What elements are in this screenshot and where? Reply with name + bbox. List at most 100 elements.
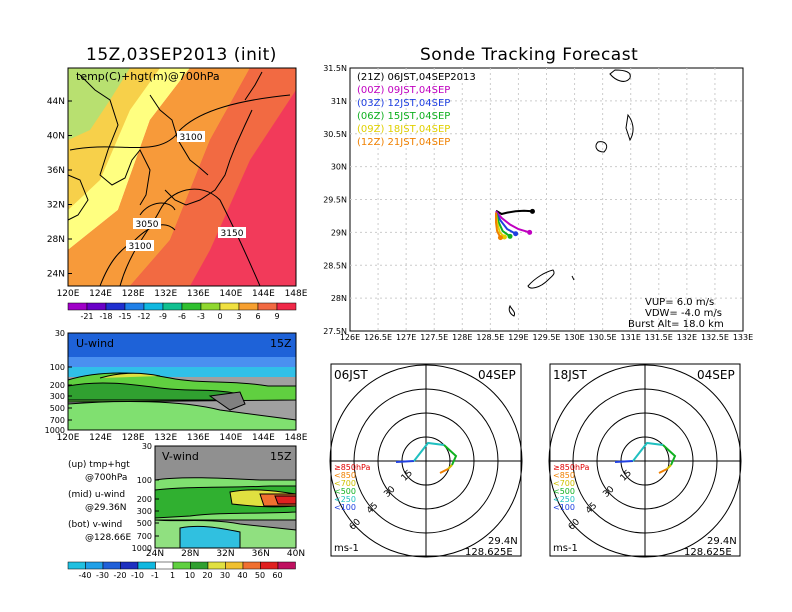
colorbar-label: -1: [151, 571, 159, 580]
x-tick-label: 132E: [677, 333, 697, 342]
pressure-label: <250: [334, 495, 356, 504]
y-tick-label: 700: [137, 532, 152, 541]
x-tick-label: 140E: [219, 433, 242, 443]
y-tick-label: 200: [50, 381, 65, 390]
colorbar-label: -40: [78, 571, 91, 580]
hodo-trace: [662, 444, 677, 466]
y-tick-label: 100: [50, 363, 65, 372]
note-mid-sub: @29.36N: [85, 503, 127, 513]
island-outline: [508, 304, 515, 317]
x-tick-label: 132E: [154, 433, 177, 443]
u-wind-time: 15Z: [270, 337, 292, 350]
x-tick-label: 136E: [187, 289, 210, 299]
colorbar-segment: [124, 302, 145, 311]
map-frame: [67, 67, 297, 287]
u-band: [68, 357, 296, 367]
y-tick-label: 31N: [331, 97, 347, 106]
note-mid: (mid) u-wind: [68, 490, 126, 500]
track-line: [495, 210, 530, 234]
temperature-band: [130, 68, 296, 286]
colorbar-label: 3: [236, 312, 241, 321]
colorbar-label: -21: [80, 312, 93, 321]
contour-label: 3150: [221, 229, 244, 239]
x-tick-label: 132.5E: [701, 333, 729, 342]
y-tick-label: 29.5N: [323, 196, 347, 205]
track-endpoint: [501, 234, 507, 240]
y-tick-label: 27.5N: [323, 327, 347, 336]
pressure-label: <500: [334, 487, 356, 496]
hodo-right-unit: ms-1: [553, 543, 578, 554]
x-tick-label: 133E: [733, 333, 753, 342]
x-tick-label: 130.5E: [589, 333, 617, 342]
x-tick-label: 131E: [621, 333, 641, 342]
colorbar-label: 6: [255, 312, 260, 321]
pressure-label: ≥850hPa: [553, 463, 590, 472]
x-tick-label: 148E: [285, 433, 308, 443]
colorbar-segment: [67, 302, 88, 311]
island-outline: [625, 113, 634, 142]
x-tick-label: 40N: [287, 549, 305, 559]
colorbar-segment: [137, 561, 156, 570]
colorbar-segment: [155, 561, 174, 570]
colorbar-label: -3: [197, 312, 205, 321]
colorbar-segment: [181, 302, 202, 311]
height-contour: [139, 202, 176, 216]
hodo-right-time: 18JST: [553, 368, 587, 382]
x-tick-label: 136E: [187, 433, 210, 443]
contour-label: 3100: [180, 133, 203, 143]
v-band: [155, 446, 296, 468]
track-line: [495, 209, 533, 216]
x-tick-label: 28N: [181, 549, 199, 559]
height-contour: [69, 94, 291, 151]
y-tick-label: 200: [137, 495, 152, 504]
note-bot: (bot) v-wind: [68, 520, 123, 530]
coastline: [164, 109, 253, 206]
v-frame: [154, 445, 297, 549]
y-tick-label: 28N: [331, 294, 347, 303]
colorbar-label: 30: [220, 571, 230, 580]
contour-label: 3050: [136, 220, 159, 230]
colorbar-segment: [172, 561, 191, 570]
x-tick-label: 129E: [508, 333, 528, 342]
y-tick-label: 31.5N: [323, 64, 347, 73]
v-band: [179, 525, 241, 549]
y-tick-label: 300: [137, 507, 152, 516]
hodo-trace: [614, 460, 634, 463]
x-tick-label: 120E: [57, 289, 80, 299]
colorbar-segment: [85, 561, 104, 570]
legend-item: (09Z) 18JST,04SEP: [357, 124, 451, 135]
right-title: Sonde Tracking Forecast: [420, 45, 639, 65]
hodo-right-lat: 29.4N: [707, 536, 737, 547]
note-up: (up) tmp+hgt: [68, 460, 130, 470]
track-endpoint: [513, 231, 519, 237]
colorbar-segment: [143, 302, 164, 311]
colorbar-segment: [276, 302, 297, 311]
hodo-trace: [439, 468, 449, 474]
x-tick-label: 140E: [219, 289, 242, 299]
hodo-trace: [632, 441, 664, 462]
x-tick-label: 126.5E: [364, 333, 392, 342]
island-outline: [527, 269, 555, 289]
colorbar-label: 50: [255, 571, 265, 580]
v-band: [274, 495, 297, 505]
temperature-band: [68, 68, 130, 140]
colorbar-segment: [162, 302, 183, 311]
colorbar-segment: [225, 561, 244, 570]
colorbar-label: 10: [185, 571, 195, 580]
y-tick-label: 24N: [47, 270, 65, 280]
colorbar-label: -30: [96, 571, 109, 580]
param-burst: Burst Alt= 18.0 km: [628, 319, 724, 330]
x-tick-label: 148E: [285, 289, 308, 299]
hodo-trace: [447, 464, 453, 470]
x-tick-label: 126E: [340, 333, 360, 342]
param-vdw: VDW= -4.0 m/s: [645, 308, 722, 319]
x-tick-label: 120E: [57, 433, 80, 443]
hodo-trace: [658, 468, 668, 474]
track-endpoint: [527, 229, 533, 235]
y-tick-label: 1000: [45, 426, 65, 435]
y-tick-label: 30.5N: [323, 130, 347, 139]
y-tick-label: 36N: [47, 166, 65, 176]
u-band: [99, 372, 161, 379]
colorbar-label: -6: [178, 312, 186, 321]
